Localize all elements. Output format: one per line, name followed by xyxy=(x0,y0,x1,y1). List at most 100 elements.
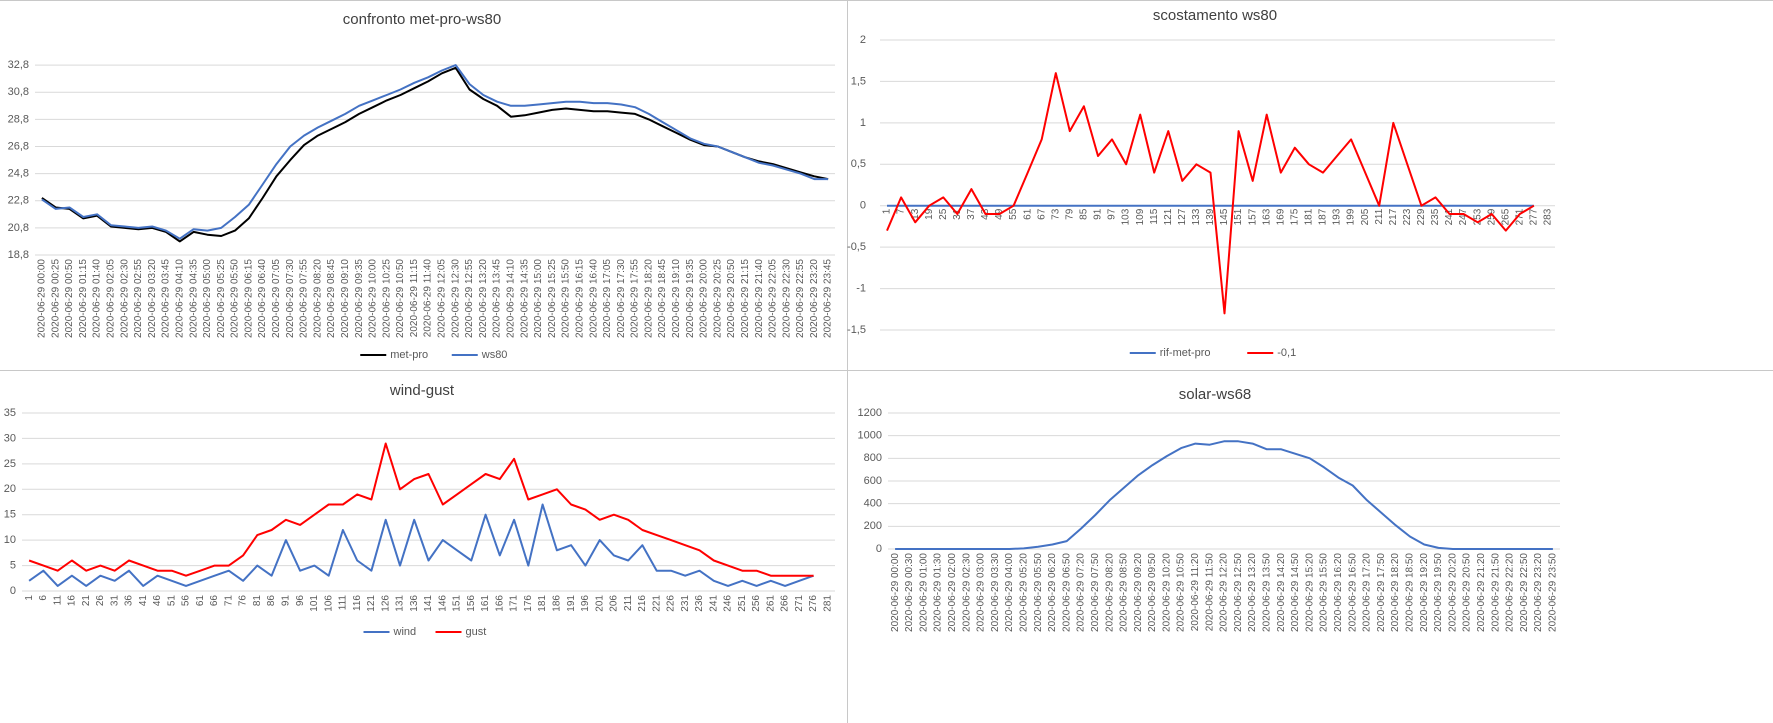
x-tick-label: 2020-06-29 15:25 xyxy=(547,259,558,338)
y-tick-label: 1,5 xyxy=(851,75,866,87)
x-tick-label: 271 xyxy=(1514,208,1525,225)
x-tick-label: 79 xyxy=(1064,208,1075,220)
x-tick-label: 277 xyxy=(1529,208,1540,225)
x-tick-label: 2020-06-29 06:15 xyxy=(243,259,254,338)
x-tick-label: 2020-06-29 04:35 xyxy=(188,259,199,338)
x-tick-label: 85 xyxy=(1079,208,1090,220)
x-tick-label: 281 xyxy=(823,595,834,612)
x-tick-label: 2020-06-29 11:40 xyxy=(423,259,434,338)
x-tick-label: 156 xyxy=(466,595,477,612)
x-tick-label: 2020-06-29 08:50 xyxy=(1119,553,1130,632)
x-tick-label: 2020-06-29 02:55 xyxy=(133,259,144,338)
x-tick-label: 166 xyxy=(494,595,505,612)
x-tick-label: 2020-06-29 18:45 xyxy=(657,259,668,338)
x-tick-label: 1 xyxy=(24,595,35,601)
x-tick-label: 2020-06-29 20:50 xyxy=(1462,553,1473,632)
x-tick-label: 13 xyxy=(910,208,921,220)
x-tick-label: 2020-06-29 00:30 xyxy=(904,553,915,632)
legend-label: ws80 xyxy=(481,349,508,361)
x-tick-label: 2020-06-29 05:25 xyxy=(216,259,227,338)
x-tick-label: 55 xyxy=(1008,208,1019,220)
x-tick-label: 139 xyxy=(1205,208,1216,225)
x-tick-label: 2020-06-29 22:30 xyxy=(781,259,792,338)
x-tick-label: 2020-06-29 02:00 xyxy=(947,553,958,632)
x-tick-label: 2020-06-29 12:05 xyxy=(437,259,448,338)
x-tick-label: 2020-06-29 20:50 xyxy=(726,259,737,338)
x-tick-label: 2020-06-29 01:30 xyxy=(933,553,944,632)
x-tick-label: 236 xyxy=(694,595,705,612)
y-tick-label: -0,5 xyxy=(847,241,866,253)
x-tick-label: 2020-06-29 05:20 xyxy=(1018,553,1029,632)
x-tick-label: 2020-06-29 14:20 xyxy=(1276,553,1287,632)
x-tick-label: 151 xyxy=(452,595,463,612)
x-tick-label: 241 xyxy=(1444,208,1455,225)
x-tick-label: 2020-06-29 03:45 xyxy=(161,259,172,338)
legend-label: met-pro xyxy=(390,349,428,361)
y-tick-label: 600 xyxy=(864,475,882,487)
legend-label: gust xyxy=(466,626,487,638)
x-tick-label: 2020-06-29 09:50 xyxy=(1147,553,1158,632)
x-tick-label: 2020-06-29 19:50 xyxy=(1433,553,1444,632)
x-tick-label: 251 xyxy=(737,595,748,612)
x-tick-label: 271 xyxy=(794,595,805,612)
x-tick-label: 2020-06-29 11:20 xyxy=(1190,553,1201,632)
chart-title: confronto met-pro-ws80 xyxy=(343,11,501,28)
x-tick-label: 235 xyxy=(1430,208,1441,225)
x-tick-label: 2020-06-29 01:00 xyxy=(918,553,929,632)
x-tick-label: 2020-06-29 14:10 xyxy=(506,259,517,338)
x-tick-label: 261 xyxy=(765,595,776,612)
x-tick-label: 2020-06-29 07:55 xyxy=(299,259,310,338)
x-tick-label: 2020-06-29 13:20 xyxy=(1247,553,1258,632)
x-tick-label: 2020-06-29 08:20 xyxy=(312,259,323,338)
x-tick-label: 2020-06-29 19:20 xyxy=(1419,553,1430,632)
series-line xyxy=(28,503,814,587)
y-tick-label: 1200 xyxy=(858,407,882,419)
x-tick-label: 2020-06-29 21:15 xyxy=(740,259,751,338)
x-tick-label: 2020-06-29 20:20 xyxy=(1447,553,1458,632)
x-tick-label: 175 xyxy=(1289,208,1300,225)
x-tick-label: 121 xyxy=(366,595,377,612)
y-tick-label: 20 xyxy=(4,483,16,495)
x-tick-label: 115 xyxy=(1149,208,1160,224)
x-tick-label: 2020-06-29 09:20 xyxy=(1133,553,1144,632)
x-tick-label: 6 xyxy=(38,595,49,601)
x-tick-label: 181 xyxy=(1304,208,1315,225)
y-tick-label: 1000 xyxy=(858,430,882,442)
x-tick-label: 2020-06-29 13:20 xyxy=(478,259,489,338)
x-tick-label: 2020-06-29 12:20 xyxy=(1219,553,1230,632)
x-tick-label: 229 xyxy=(1416,208,1427,225)
x-tick-label: 71 xyxy=(223,595,234,607)
y-tick-label: 0,5 xyxy=(851,158,866,170)
y-tick-label: 5 xyxy=(10,559,16,571)
x-tick-label: 2020-06-29 21:20 xyxy=(1476,553,1487,632)
x-tick-label: 256 xyxy=(751,595,762,612)
x-tick-label: 2020-06-29 19:35 xyxy=(685,259,696,338)
x-tick-label: 2020-06-29 17:05 xyxy=(602,259,613,338)
x-tick-label: 169 xyxy=(1275,208,1286,225)
x-tick-label: 2020-06-29 10:50 xyxy=(1176,553,1187,632)
x-tick-label: 2020-06-29 10:20 xyxy=(1161,553,1172,632)
x-tick-label: 276 xyxy=(808,595,819,612)
x-tick-label: 2020-06-29 01:15 xyxy=(78,259,89,338)
x-tick-label: 2020-06-29 03:00 xyxy=(976,553,987,632)
x-tick-label: 191 xyxy=(566,595,577,612)
y-tick-label: 28,8 xyxy=(8,113,29,125)
y-tick-label: 22,8 xyxy=(8,195,29,207)
y-tick-label: 0 xyxy=(876,543,882,555)
chart-title: wind-gust xyxy=(389,382,455,399)
x-tick-label: 2020-06-29 22:55 xyxy=(795,259,806,338)
x-tick-label: 36 xyxy=(124,595,135,607)
x-tick-label: 176 xyxy=(523,595,534,612)
x-tick-label: 26 xyxy=(95,595,106,607)
x-tick-label: 2020-06-29 07:30 xyxy=(285,259,296,338)
x-tick-label: 2020-06-29 15:00 xyxy=(533,259,544,338)
x-tick-label: 2020-06-29 05:00 xyxy=(202,259,213,338)
x-tick-label: 2020-06-29 23:20 xyxy=(1533,553,1544,632)
x-tick-label: 265 xyxy=(1500,208,1511,225)
x-tick-label: 2020-06-29 02:05 xyxy=(106,259,117,338)
x-tick-label: 126 xyxy=(380,595,391,612)
x-tick-label: 201 xyxy=(594,595,605,612)
x-tick-label: 46 xyxy=(152,595,163,607)
y-tick-label: 24,8 xyxy=(8,168,29,180)
x-tick-label: 141 xyxy=(423,595,434,612)
